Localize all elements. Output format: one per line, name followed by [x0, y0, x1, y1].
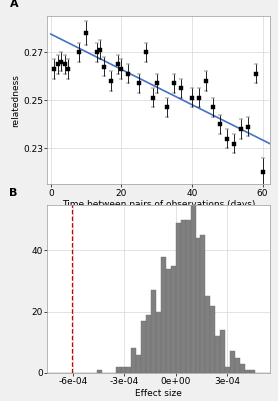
Bar — [215, 336, 220, 373]
Bar — [146, 315, 151, 373]
Text: B: B — [9, 188, 18, 198]
Bar — [250, 370, 255, 373]
Bar — [195, 238, 200, 373]
Bar — [166, 269, 171, 373]
Bar — [225, 367, 230, 373]
Bar — [210, 306, 215, 373]
Bar — [176, 223, 181, 373]
Bar — [136, 354, 141, 373]
Bar — [171, 266, 176, 373]
Bar — [141, 321, 146, 373]
X-axis label: Time between pairs of observations (days): Time between pairs of observations (days… — [62, 200, 255, 209]
Bar — [240, 364, 245, 373]
Bar — [97, 370, 102, 373]
Bar — [151, 290, 156, 373]
Bar — [186, 220, 191, 373]
Bar — [116, 367, 121, 373]
Bar — [161, 257, 166, 373]
Bar — [131, 348, 136, 373]
Bar — [220, 330, 225, 373]
Bar — [235, 358, 240, 373]
Bar — [156, 312, 161, 373]
Bar — [230, 352, 235, 373]
Text: A: A — [9, 0, 18, 9]
Bar — [245, 370, 250, 373]
Bar — [205, 296, 210, 373]
Bar — [200, 235, 205, 373]
Bar — [191, 195, 195, 373]
X-axis label: Effect size: Effect size — [135, 389, 182, 398]
Bar — [121, 367, 126, 373]
Y-axis label: relatedness: relatedness — [11, 74, 20, 127]
Bar — [126, 367, 131, 373]
Bar — [181, 220, 186, 373]
